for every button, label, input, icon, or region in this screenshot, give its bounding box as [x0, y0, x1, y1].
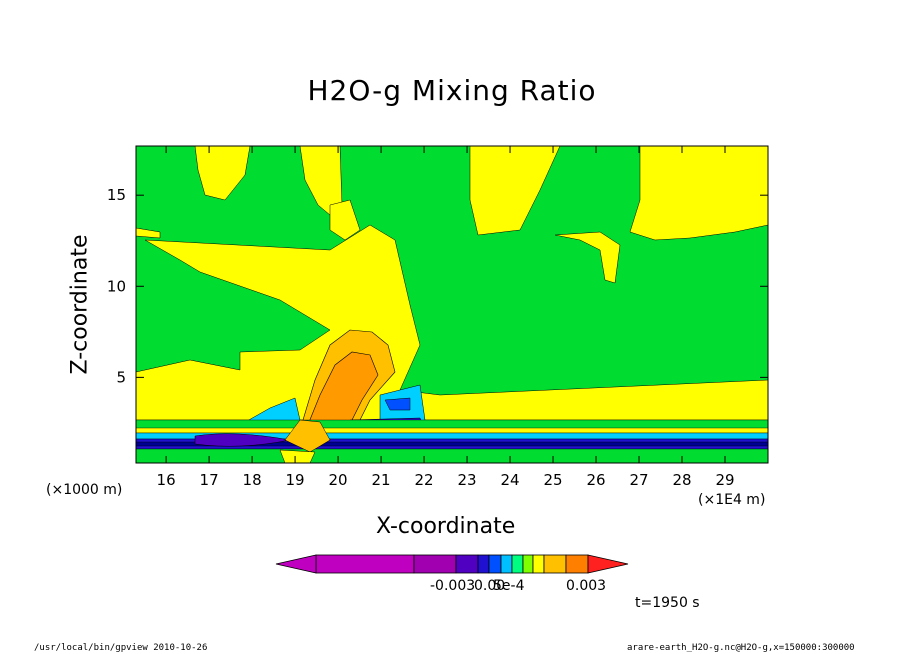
time-label: t=1950 s	[635, 595, 700, 611]
footer-command: /usr/local/bin/gpview 2010-10-26	[34, 643, 208, 653]
colorbar-label: -0.003	[430, 578, 476, 594]
x-tick-label: 23	[458, 471, 477, 489]
yellow-region	[136, 224, 768, 421]
yellow-region	[469, 146, 561, 236]
x-tick-label: 20	[329, 471, 348, 489]
yellow-region	[194, 146, 251, 201]
x-tick-label: 18	[243, 471, 262, 489]
x-tick-label: 19	[286, 471, 305, 489]
colorbar-segment	[543, 554, 567, 574]
plot-frame	[135, 145, 769, 464]
y-tick-label: 10	[107, 277, 126, 295]
x-unit-note: (×1E4 m)	[698, 492, 766, 508]
yellow-region	[329, 199, 361, 241]
colorbar-segment	[315, 554, 415, 574]
footer-source: arare-earth_H2O-g.nc@H2O-g,x=150000:3000…	[627, 643, 855, 653]
orange-region	[284, 419, 331, 453]
colorbar-segment	[477, 554, 490, 574]
x-tick-label: 29	[715, 471, 734, 489]
yellow-band	[136, 427, 768, 434]
colorbar-segment	[522, 554, 534, 574]
colorbar-label: 0.003	[566, 578, 607, 594]
x-tick-label: 25	[543, 471, 562, 489]
x-tick-label: 26	[586, 471, 605, 489]
yellow-region	[136, 227, 161, 239]
x-axis-label: X-coordinate	[376, 514, 516, 539]
chart-title: H2O-g Mixing Ratio	[307, 74, 597, 107]
x-tick-label: 28	[672, 471, 691, 489]
colorbar-segment	[413, 554, 457, 574]
contour-field	[136, 146, 768, 463]
x-tick-label: 22	[415, 471, 434, 489]
y-unit-note: (×1000 m)	[46, 482, 123, 498]
green-bottom	[136, 448, 768, 463]
colorbar-min-arrow	[275, 554, 317, 574]
colorbar-label: 5e-4	[493, 578, 525, 594]
colorbar-label: 0.00	[474, 578, 506, 594]
colorbar-segment	[500, 554, 513, 574]
y-tick-label: 15	[107, 186, 126, 204]
darkblue-band	[136, 441, 768, 447]
colorbar-segment	[511, 554, 524, 574]
x-tick-label: 24	[500, 471, 519, 489]
x-tick-label: 27	[629, 471, 648, 489]
y-axis-label: Z-coordinate	[67, 234, 93, 375]
blue-region	[384, 397, 411, 411]
yellow-region	[350, 146, 470, 245]
x-axis: 16 17 18 19 20 21 22 23 24 25 26 27 28 29	[157, 146, 735, 489]
y-tick-label: 5	[116, 368, 126, 386]
colorbar-segment	[532, 554, 545, 574]
colorbar	[275, 554, 629, 574]
colorbar-max-arrow	[587, 554, 629, 574]
y-axis: 5 10 15	[107, 186, 768, 386]
yellow-region	[629, 146, 768, 241]
x-tick-label: 21	[372, 471, 391, 489]
yellow-region	[279, 449, 316, 463]
x-tick-label: 16	[157, 471, 176, 489]
colorbar-segment	[488, 554, 502, 574]
yellow-region	[554, 231, 621, 284]
colorbar-segment	[455, 554, 479, 574]
colorbar-segment	[565, 554, 589, 574]
x-tick-label: 17	[200, 471, 219, 489]
